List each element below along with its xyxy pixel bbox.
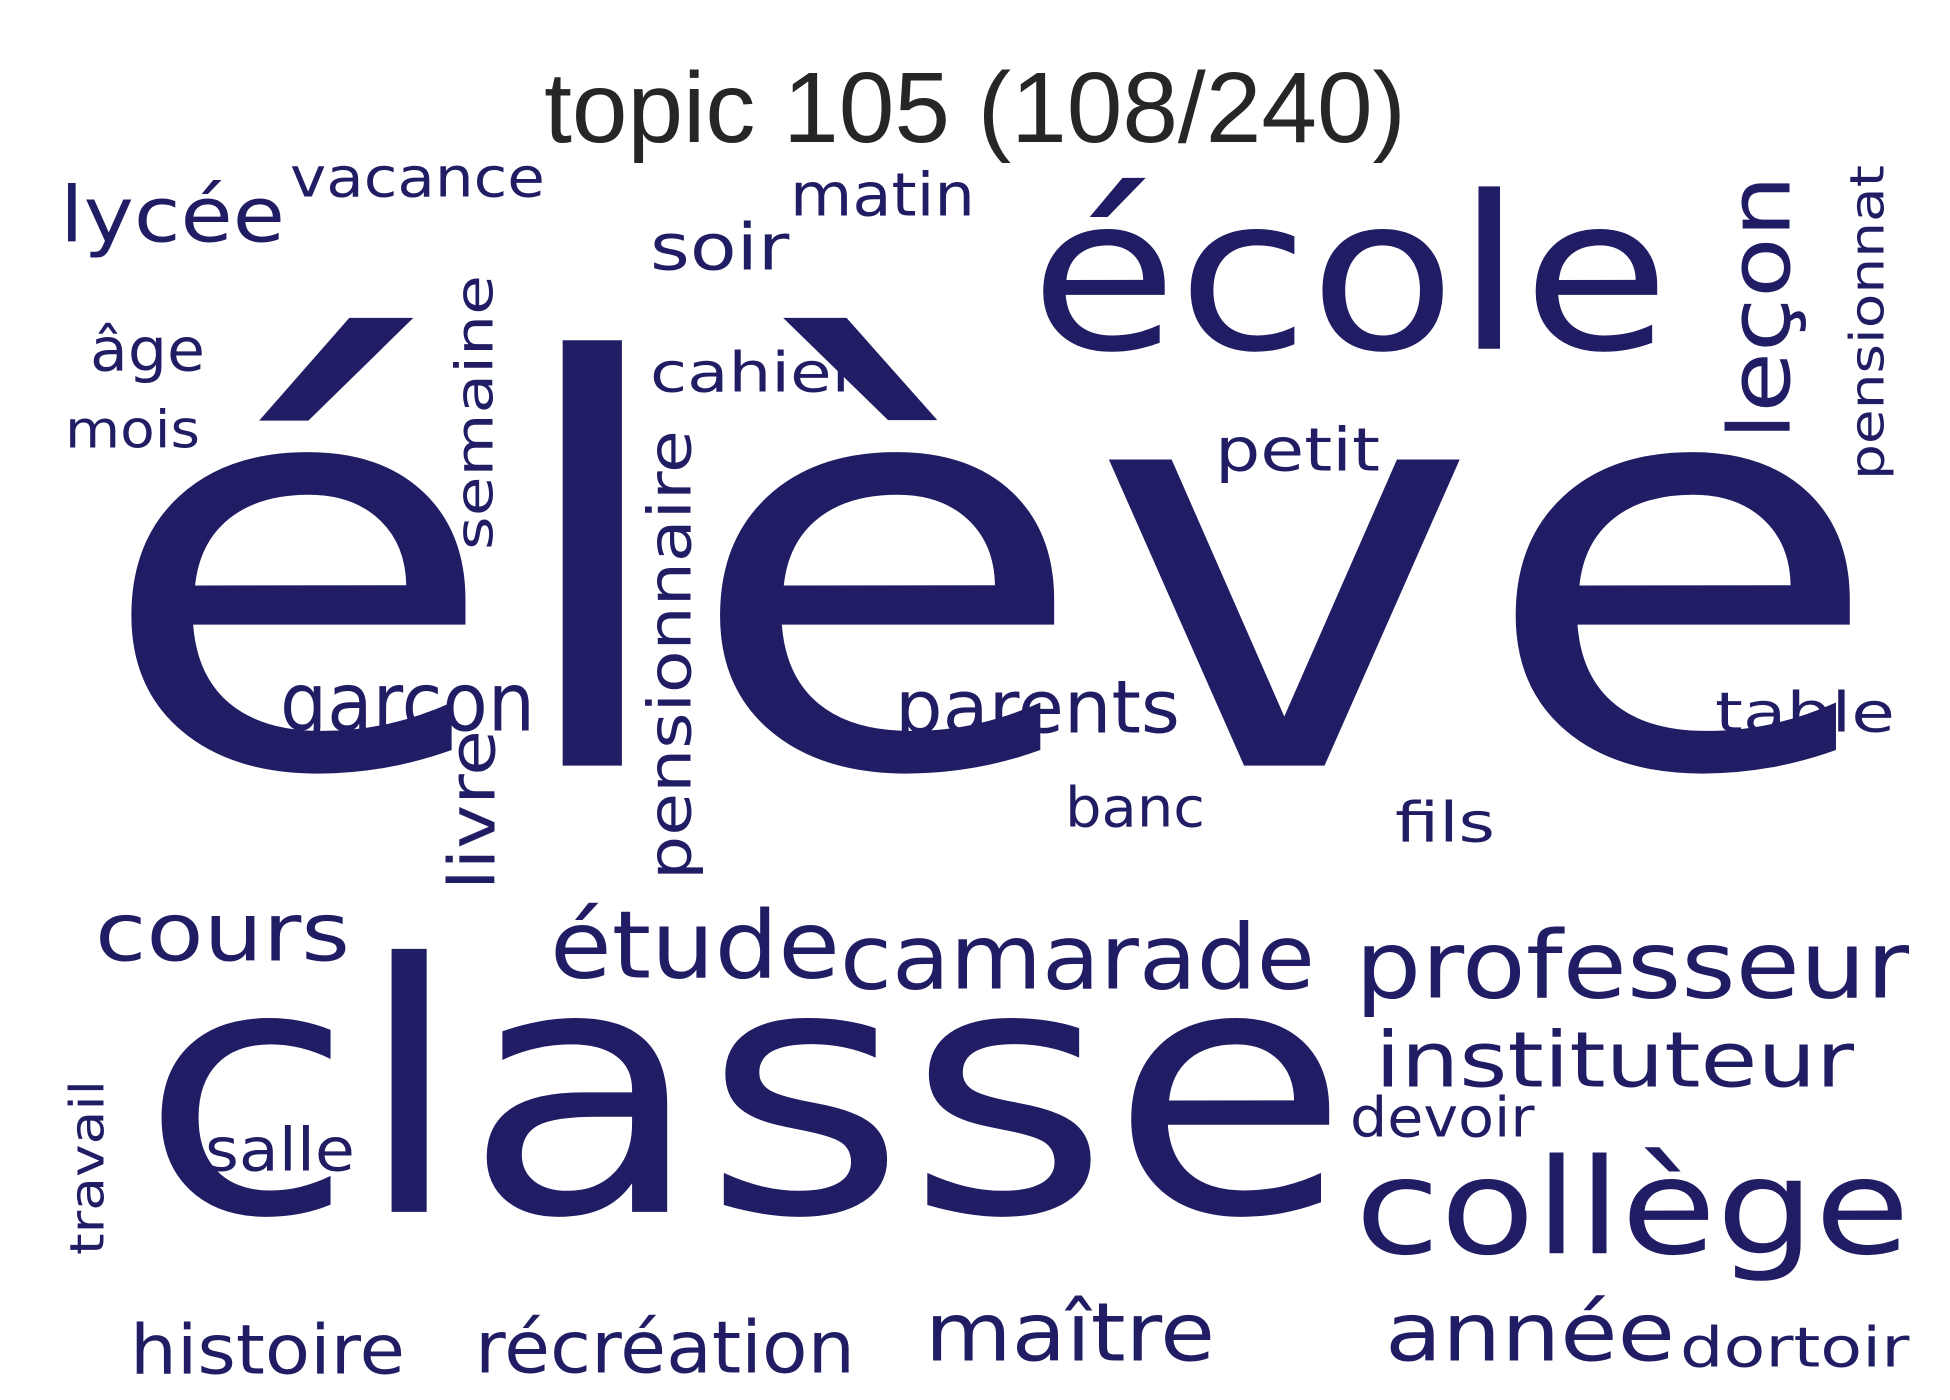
word-26: vacance (290, 145, 545, 210)
word-30: travail (61, 1080, 116, 1255)
word-12: cours (95, 885, 350, 980)
word-3: école (1030, 150, 1670, 399)
word-22: table (1715, 681, 1895, 745)
word-24: salle (205, 1115, 355, 1185)
word-34: mois (65, 400, 200, 460)
word-33: âge (90, 317, 205, 386)
word-20: cahier (650, 340, 860, 405)
word-31: fils (1395, 790, 1495, 855)
word-1: élève (95, 247, 1885, 899)
word-19: dortoir (1680, 1315, 1910, 1380)
word-21: semaine (445, 275, 505, 550)
word-8: instituteur (1375, 1016, 1854, 1106)
word-14: pensionnaire (636, 430, 705, 880)
word-9: étude (550, 890, 840, 999)
word-32: devoir (1350, 1086, 1535, 1150)
word-15: histoire (130, 1310, 405, 1390)
word-5: professeur (1355, 911, 1909, 1020)
word-11: maître (925, 1286, 1215, 1380)
word-27: soir (650, 211, 789, 285)
word-6: camarade (840, 905, 1315, 1010)
word-23: petit (1215, 415, 1380, 485)
word-35: banc (1065, 776, 1205, 841)
word-16: garçon (280, 656, 535, 750)
chart-title: topic 105 (108/240) (544, 52, 1406, 164)
word-25: pensionnat (1841, 165, 1895, 480)
word-17: parents (895, 666, 1180, 751)
word-4: collège (1355, 1130, 1910, 1284)
word-13: récréation (475, 1307, 855, 1391)
word-28: matin (790, 161, 975, 231)
word-7: année (1385, 1285, 1675, 1380)
word-10: leçon (1710, 175, 1810, 440)
word-2: classe (140, 891, 1350, 1294)
word-29: livre (436, 730, 510, 890)
word-18: lycée (60, 171, 285, 260)
